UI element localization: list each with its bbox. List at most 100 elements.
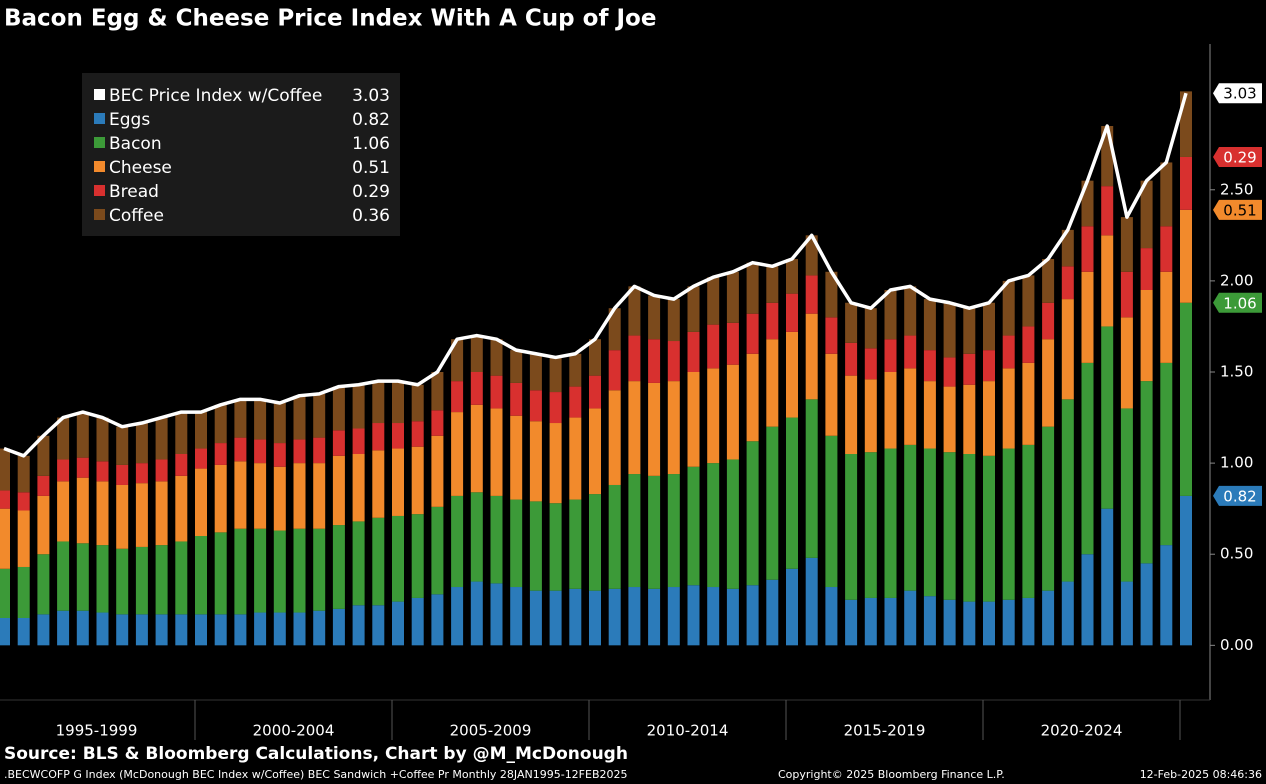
bar-segment [805, 557, 818, 646]
bar-segment [352, 521, 365, 606]
bar-segment [352, 454, 365, 522]
bar-segment [1180, 495, 1192, 646]
bar-segment [411, 446, 424, 515]
legend-value: 0.51 [352, 158, 390, 178]
bar-segment [805, 235, 818, 276]
bar-segment [155, 459, 168, 482]
bar-segment [313, 528, 326, 611]
bar-segment [1180, 302, 1192, 496]
bar-segment [392, 448, 404, 516]
bar-segment [904, 286, 917, 336]
right-value-label-box [1213, 292, 1262, 313]
bar-segment [234, 528, 247, 615]
legend-value: 3.03 [352, 86, 390, 106]
bar-segment [135, 546, 148, 615]
bar-segment [786, 331, 798, 418]
bar-segment [352, 384, 365, 429]
bar-segment [608, 484, 621, 589]
bar-segment [76, 543, 89, 611]
bar-segment [923, 596, 936, 646]
bar-segment [1002, 448, 1015, 600]
bar-segment [884, 290, 897, 340]
bar-segment [214, 443, 227, 465]
legend-swatch [94, 113, 105, 124]
bar-segment [845, 342, 858, 376]
bar-segment [687, 585, 700, 646]
bar-segment [608, 350, 621, 391]
bar-segment [76, 477, 89, 544]
bar-segment [1180, 91, 1192, 157]
bar-segment [293, 463, 306, 529]
bar-segment [1120, 317, 1133, 409]
legend-swatch [94, 185, 105, 196]
bar-segment [864, 379, 877, 453]
bar-segment [76, 457, 89, 478]
bar-segment [195, 614, 207, 646]
bar-segment [1002, 280, 1015, 336]
bar-segment [608, 588, 621, 646]
bar-segment [983, 381, 995, 456]
bar-segment [332, 386, 345, 431]
bar-segment [1022, 597, 1035, 646]
bar-segment [1081, 362, 1094, 555]
bar-segment [589, 339, 601, 376]
bar-segment [451, 495, 464, 588]
overlay: 0.82 1.06 0.51 0.29 3.03 BEC Price Index w/Co… [3, 73, 1262, 506]
bar-segment [392, 601, 404, 646]
bar-segment [175, 475, 188, 542]
bar-segment [135, 423, 148, 464]
bar-segment [983, 601, 995, 646]
bar-segment [884, 448, 897, 598]
bar-segment [608, 308, 621, 351]
bar-segment [864, 348, 877, 380]
bar-segment [116, 548, 129, 615]
right-value-label: 0.82 [1223, 487, 1256, 505]
bar-segment [569, 417, 582, 500]
bar-segment [628, 381, 641, 475]
bar-segment [805, 275, 818, 314]
right-value-label: 1.06 [1223, 294, 1256, 312]
bar-segment [1081, 554, 1094, 646]
bar-segment [864, 597, 877, 646]
bar-segment [313, 437, 326, 464]
bar-segment [57, 481, 70, 542]
bar-segment [766, 302, 779, 340]
x-period-label: 2005-2009 [450, 722, 532, 740]
bar-segment [195, 468, 207, 536]
bar-segment [96, 545, 109, 613]
bar-segment [1061, 581, 1074, 646]
bar-segment [1140, 290, 1153, 382]
bar-segment [1180, 209, 1192, 303]
bar-segment [510, 382, 523, 416]
bar-segment [57, 417, 70, 460]
bar-segment [904, 335, 917, 369]
bar-segment [254, 528, 267, 613]
bar-segment [451, 412, 464, 496]
bar-segment [667, 587, 680, 646]
bar-segment [411, 514, 424, 598]
bar-segment [392, 423, 404, 449]
bar-segment [963, 454, 976, 602]
bar-segment [372, 381, 385, 424]
bar-segment [845, 454, 858, 600]
x-period-label: 1995-1999 [56, 722, 138, 740]
bar-segment [57, 610, 70, 646]
footer-left: .BECWCOFP G Index (McDonough BEC Index w… [4, 768, 628, 781]
bar-segment [313, 393, 326, 438]
bar-segment [37, 554, 50, 615]
bar-segment [943, 302, 956, 358]
bar-segment [17, 566, 30, 618]
bar-segment [786, 293, 798, 332]
bar-segment [1120, 581, 1133, 646]
bar-segment [589, 494, 601, 591]
bar-segment [746, 313, 759, 354]
bar-segment [707, 368, 720, 464]
bar-segment [746, 585, 759, 646]
bar-segment [234, 437, 247, 462]
legend-label: BEC Price Index w/Coffee [109, 86, 322, 106]
bar-segment [490, 583, 503, 646]
bar-segment [510, 350, 523, 383]
bar-segment [470, 581, 483, 646]
bar-segment [135, 483, 148, 547]
bar-segment [96, 612, 109, 646]
